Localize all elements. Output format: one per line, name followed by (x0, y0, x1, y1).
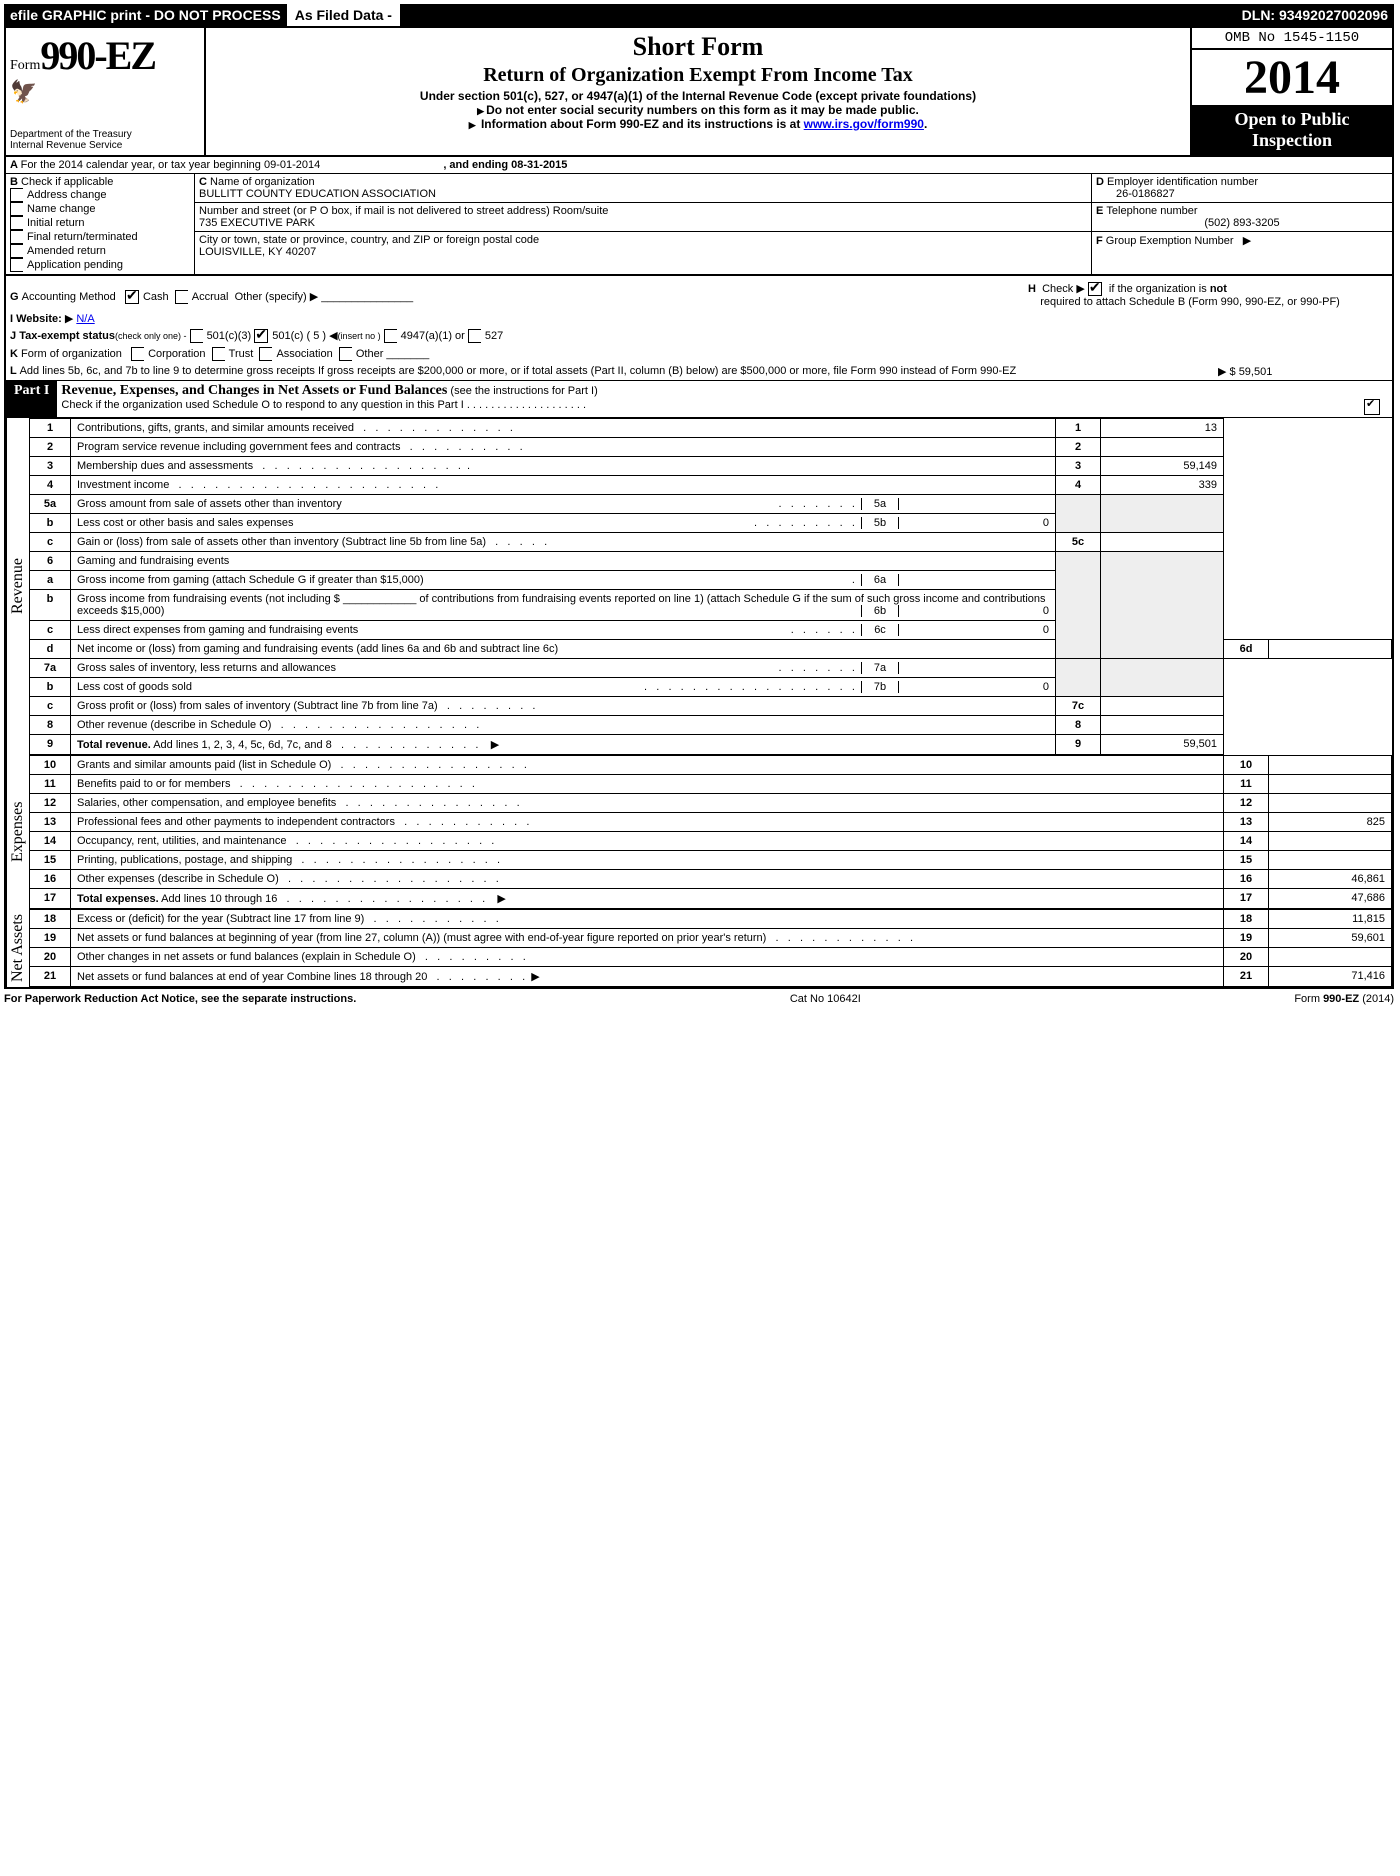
expenses-label: Expenses (6, 755, 29, 909)
section-b: B Check if applicable Address change Nam… (6, 174, 195, 274)
website-link[interactable]: N/A (76, 313, 94, 325)
cb-4947[interactable] (384, 329, 397, 343)
c-city-label: City or town, state or province, country… (199, 234, 539, 246)
topbar-dln: DLN: 93492027002096 (1236, 7, 1394, 23)
header-mid: Short Form Return of Organization Exempt… (206, 28, 1192, 155)
omb-number: OMB No 1545-1150 (1192, 28, 1392, 50)
cb-other[interactable] (339, 347, 352, 361)
expenses-table: 10Grants and similar amounts paid (list … (29, 755, 1392, 909)
footer-catno: Cat No 10642I (790, 993, 861, 1005)
cb-501c3[interactable] (190, 329, 203, 343)
period-begin: For the 2014 calendar year, or tax year … (21, 159, 321, 171)
form-prefix: Form (10, 58, 40, 73)
top-bar: efile GRAPHIC print - DO NOT PROCESS As … (4, 4, 1394, 26)
form-number: 990-EZ (40, 33, 155, 78)
ein: 26-0186827 (1096, 188, 1175, 200)
l-text: Add lines 5b, 6c, and 7b to line 9 to de… (20, 365, 1017, 377)
revenue-table: 1Contributions, gifts, grants, and simil… (29, 418, 1392, 755)
cb-501c[interactable] (254, 329, 268, 343)
subtitle-3: Information about Form 990-EZ and its in… (216, 117, 1180, 131)
title-return: Return of Organization Exempt From Incom… (216, 64, 1180, 87)
section-c: C Name of organization BULLITT COUNTY ED… (195, 174, 1092, 274)
b-label: Check if applicable (21, 176, 113, 188)
g-label: Accounting Method (22, 291, 116, 303)
netassets-label: Net Assets (6, 909, 29, 987)
cb-app-pending[interactable] (10, 258, 23, 272)
cb-assoc[interactable] (259, 347, 272, 361)
cb-527[interactable] (468, 329, 481, 343)
j-label: Tax-exempt status (19, 330, 115, 342)
part1-title: Revenue, Expenses, and Changes in Net As… (61, 383, 447, 398)
netassets-table: 18Excess or (deficit) for the year (Subt… (29, 909, 1392, 987)
footer-right: Form 990-EZ (2014) (1294, 993, 1394, 1005)
revenue-label: Revenue (6, 418, 29, 755)
c-street-label: Number and street (or P O box, if mail i… (199, 205, 608, 217)
cb-address-change[interactable] (10, 188, 23, 202)
subtitle-1: Under section 501(c), 527, or 4947(a)(1)… (216, 89, 1180, 103)
cb-initial-return[interactable] (10, 216, 23, 230)
dept-irs: Internal Revenue Service (10, 140, 122, 151)
tax-year: 2014 (1192, 50, 1392, 105)
irs-eagle-icon: 🦅 (10, 79, 37, 104)
org-city: LOUISVILLE, KY 40207 (199, 246, 316, 258)
cb-corp[interactable] (131, 347, 144, 361)
subtitle-2: Do not enter social security numbers on … (216, 103, 1180, 117)
topbar-mid: As Filed Data - (287, 4, 400, 26)
section-def: D Employer identification number 26-0186… (1092, 174, 1392, 274)
f-label: Group Exemption Number (1106, 235, 1234, 247)
org-name: BULLITT COUNTY EDUCATION ASSOCIATION (199, 188, 436, 200)
form-container: Form990-EZ 🦅 Department of the Treasury … (4, 26, 1394, 989)
cb-schedule-o[interactable] (1364, 399, 1380, 415)
d-label: Employer identification number (1107, 176, 1258, 188)
cb-amended[interactable] (10, 244, 23, 258)
part1-tab: Part I (6, 381, 57, 417)
h-text: required to attach Schedule B (Form 990,… (1040, 296, 1340, 308)
part1-check-text: Check if the organization used Schedule … (61, 399, 463, 411)
dept-treasury: Department of the Treasury (10, 129, 132, 140)
irs-link[interactable]: www.irs.gov/form990 (804, 117, 924, 131)
l-amount: $ 59,501 (1230, 366, 1273, 378)
header-right: OMB No 1545-1150 2014 Open to Public Ins… (1192, 28, 1392, 155)
i-label: Website: (16, 313, 62, 325)
cb-final-return[interactable] (10, 230, 23, 244)
open-to-public: Open to Public Inspection (1192, 105, 1392, 155)
e-label: Telephone number (1106, 205, 1197, 217)
cb-trust[interactable] (212, 347, 225, 361)
telephone: (502) 893-3205 (1096, 217, 1388, 229)
period-row: A For the 2014 calendar year, or tax yea… (6, 157, 1392, 174)
header-left: Form990-EZ 🦅 Department of the Treasury … (6, 28, 206, 155)
cb-sched-b[interactable] (1088, 282, 1102, 296)
cb-accrual[interactable] (175, 290, 188, 304)
k-label: Form of organization (21, 348, 122, 360)
period-end: , and ending 08-31-2015 (443, 159, 567, 171)
cb-cash[interactable] (125, 290, 139, 304)
topbar-left: efile GRAPHIC print - DO NOT PROCESS (4, 7, 287, 23)
footer: For Paperwork Reduction Act Notice, see … (4, 989, 1394, 1005)
part1-note: (see the instructions for Part I) (450, 385, 597, 397)
title-short-form: Short Form (216, 32, 1180, 62)
c-name-label: Name of organization (210, 176, 315, 188)
footer-left: For Paperwork Reduction Act Notice, see … (4, 993, 356, 1005)
org-street: 735 EXECUTIVE PARK (199, 217, 315, 229)
cb-name-change[interactable] (10, 202, 23, 216)
